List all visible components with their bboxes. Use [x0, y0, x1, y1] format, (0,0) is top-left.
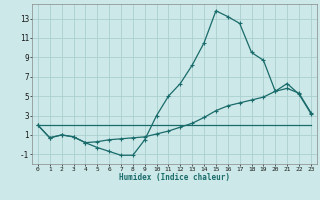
X-axis label: Humidex (Indice chaleur): Humidex (Indice chaleur)	[119, 173, 230, 182]
